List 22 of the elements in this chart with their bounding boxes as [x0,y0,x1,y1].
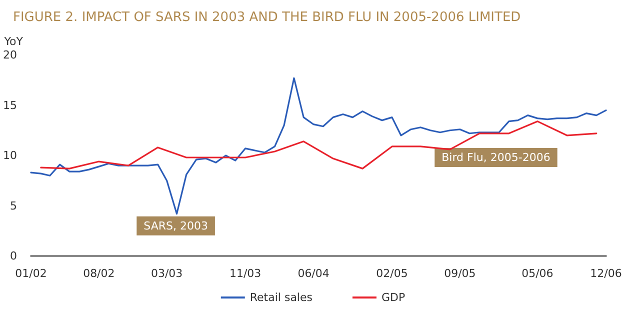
y-axis-title: YoY [3,35,24,48]
x-tick-label: 09/05 [444,267,476,280]
y-tick-label: 10 [2,149,17,162]
legend-label: Retail sales [250,291,313,304]
annotation: SARS, 2003 [144,219,208,232]
x-tick-label: 01/02 [15,267,47,280]
y-tick-label: 0 [10,250,17,262]
y-tick-label: 15 [2,98,17,112]
y-tick-label: 5 [10,199,17,212]
y-tick-label: 20 [2,48,17,62]
line-series [40,120,598,170]
x-tick-label: 11/03 [229,267,262,280]
x-tick-label: 03/03 [150,267,183,280]
line-series [30,77,607,215]
x-tick-label: 12/06 [590,267,622,280]
x-tick-label: 08/02 [83,267,115,280]
legend-label: GDP [381,291,406,304]
x-tick-label: 06/04 [298,267,330,280]
x-tick-label: 02/05 [376,267,408,280]
x-tick-label: 05/06 [522,267,554,280]
annotation: Bird Flu, 2005-2006 [442,151,550,164]
chart-title: FIGURE 2. IMPACT OF SARS IN 2003 AND THE BIRD FLU IN 2005-2006 LIMITED [13,10,521,25]
